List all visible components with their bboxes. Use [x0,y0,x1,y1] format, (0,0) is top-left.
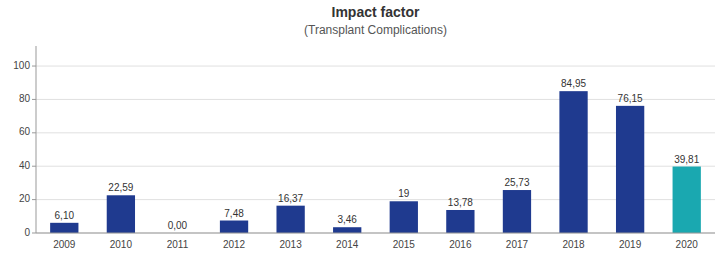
y-tick-label: 80 [19,93,31,104]
grid-line [36,233,715,234]
bar [503,190,531,233]
x-tick-label: 2012 [223,239,246,250]
grid-line [36,66,715,67]
x-tick-label: 2013 [280,239,303,250]
x-tick-label: 2017 [506,239,529,250]
data-label: 76,15 [618,93,643,104]
y-tick [32,66,36,67]
x-tick-label: 2016 [449,239,472,250]
bar [673,167,701,233]
chart-title: Impact factor [332,4,420,20]
x-tick-label: 2015 [393,239,416,250]
data-label: 84,95 [561,78,586,89]
grid-line [36,166,715,167]
data-label: 25,73 [504,177,529,188]
x-tick-label: 2020 [676,239,699,250]
bar [446,210,474,233]
data-label: 0,00 [168,220,188,231]
bars [50,91,701,233]
y-tick-label: 20 [19,193,31,204]
x-tick-label: 2011 [167,239,189,250]
page: {"chart_data": {"type": "bar", "title": … [0,0,727,257]
bar [107,195,135,233]
y-tick-label: 100 [13,60,30,71]
x-tick-label: 2014 [336,239,359,250]
data-labels: 6,10 22,59 0,00 7,48 16,37 3,46 19 13,78 25,73 84… [55,78,700,231]
bar [616,106,644,233]
data-label: 22,59 [108,182,133,193]
grid-line [36,199,715,200]
chart-container: Impact factor (Transplant Complications) 0… [0,0,727,257]
y-tick-label: 0 [24,227,30,238]
data-label: 7,48 [224,208,244,219]
x-tick-label: 2010 [110,239,133,250]
grid [36,66,715,233]
y-tick-label: 40 [19,160,31,171]
y-tick [32,132,36,133]
grid-line [36,99,715,100]
data-label: 6,10 [55,210,75,221]
y-tick [32,166,36,167]
bar [390,201,418,233]
data-label: 39,81 [674,154,699,165]
bar [276,206,304,233]
bar [50,223,78,233]
y-axis-line [36,46,37,233]
data-label: 13,78 [448,197,473,208]
grid-line [36,132,715,133]
bar [220,221,248,233]
x-tick-label: 2019 [619,239,642,250]
y-tick [32,99,36,100]
y-tick [32,199,36,200]
x-tick-label: 2009 [53,239,76,250]
data-label: 16,37 [278,193,303,204]
chart-subtitle: (Transplant Complications) [304,23,447,37]
data-label: 3,46 [337,214,357,225]
x-tick-label: 2018 [562,239,585,250]
data-label: 19 [398,188,410,199]
bar [333,227,361,233]
y-tick-label: 60 [19,126,31,137]
bar [559,91,587,233]
y-tick [32,233,36,234]
x-axis-line [36,233,715,234]
chart-svg: Impact factor (Transplant Complications) 0… [0,0,727,257]
